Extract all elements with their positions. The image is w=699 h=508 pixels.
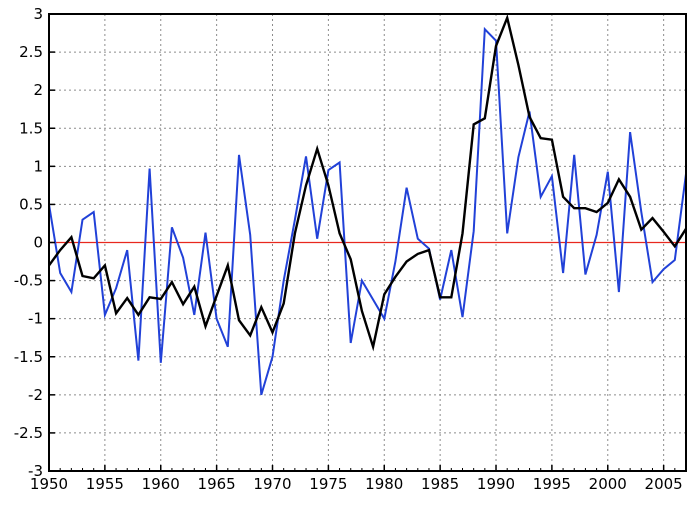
y-tick-label: -2 [28, 386, 43, 404]
x-tick-label: 2000 [589, 475, 627, 493]
y-tick-label: 2 [33, 81, 43, 99]
y-tick-label: -1 [28, 310, 43, 328]
y-tick-label: -1.5 [14, 348, 43, 366]
x-tick-label: 1975 [309, 475, 347, 493]
x-tick-label: 1960 [142, 475, 180, 493]
y-axis-labels: 3 2.5 2 1.5 1 0.5 0 -0.5 -1 -1.5 -2 -2.5 -3 [14, 5, 43, 480]
y-tick-label: 0.5 [19, 195, 43, 213]
x-tick-label: 1985 [421, 475, 459, 493]
y-tick-label: -0.5 [14, 272, 43, 290]
x-tick-label: 1965 [198, 475, 236, 493]
x-tick-label: 2005 [645, 475, 683, 493]
series-group [48, 13, 688, 396]
tick-marks [48, 13, 687, 472]
y-tick-label: 1 [33, 157, 43, 175]
x-tick-label: 1980 [365, 475, 403, 493]
y-tick-label: 1.5 [19, 119, 43, 137]
x-tick-label: 1990 [477, 475, 515, 493]
y-tick-label: 3 [33, 5, 43, 23]
y-tick-label: -3 [28, 462, 43, 480]
x-tick-label: 1995 [533, 475, 571, 493]
series-line-black [48, 13, 688, 352]
x-tick-label: 1970 [253, 475, 291, 493]
series-line-blue [48, 26, 687, 396]
x-tick-label: 1950 [30, 475, 68, 493]
y-tick-label: 0 [33, 234, 43, 252]
y-tick-label: 2.5 [19, 43, 43, 61]
x-axis-labels: 1950 1955 1960 1965 1970 1975 1980 1985 1990 1995… [30, 475, 683, 493]
x-tick-label: 1955 [86, 475, 124, 493]
y-tick-label: -2.5 [14, 424, 43, 442]
